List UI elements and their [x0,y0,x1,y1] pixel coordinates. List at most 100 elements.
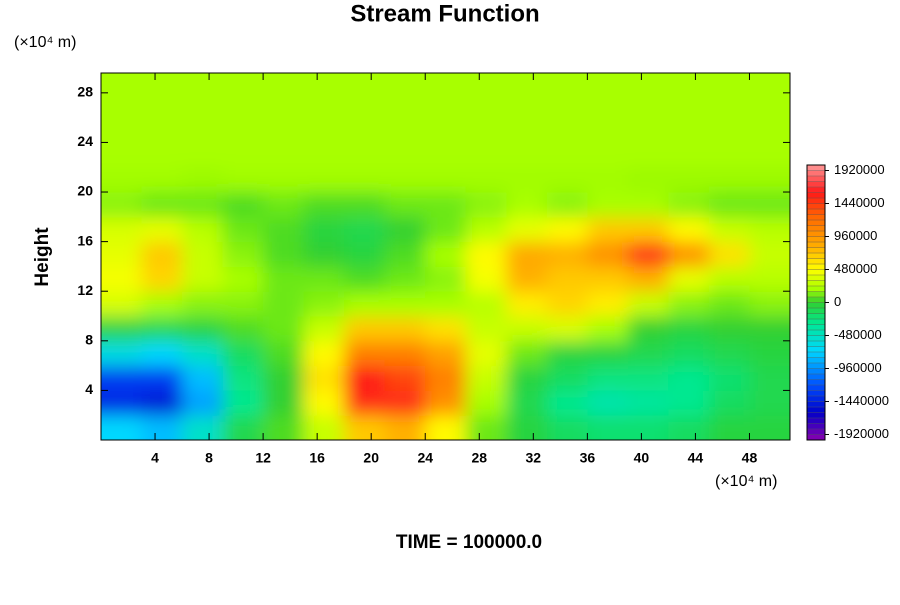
colorbar-band [807,209,825,215]
field-cell [384,266,426,292]
field-cell [384,316,426,342]
field-cell [749,390,790,416]
y-axis-label: Height [32,227,53,287]
field-cell [668,142,710,168]
colorbar-tick-label: 1920000 [834,162,885,177]
field-cell [222,92,264,119]
field-cell [182,142,224,168]
field-cell [668,192,710,218]
field-cell [506,365,548,391]
x-tick-label: 48 [742,450,758,466]
field-cell [344,73,386,94]
colorbar-band [807,423,825,430]
field-cell [101,73,143,94]
field-cell [465,167,507,193]
field-cell [749,216,790,243]
field-cell [222,390,264,416]
field-cell [182,192,224,218]
field-cell [587,291,629,317]
plot-frame [100,72,791,441]
y-tick-label: 8 [85,332,93,348]
colorbar-band [807,324,825,331]
field-cell [465,415,507,440]
field-cell [587,117,629,143]
field-cell [344,390,386,416]
colorbar-band [807,396,825,402]
field-cell [587,73,629,94]
field-cell [263,192,305,218]
field-cell [384,365,426,391]
field-cell [101,192,143,218]
colorbar-band [807,308,825,314]
field-cell [222,73,264,94]
field-cell [425,241,467,267]
field-cell [425,117,467,143]
colorbar-band [807,181,825,188]
y-tick-label: 20 [77,183,93,199]
field-cell [506,266,548,292]
colorbar-band [807,170,825,177]
colorbar-band [807,302,825,309]
field-cell [668,216,710,243]
field-cell [749,192,790,218]
field-cell [222,291,264,317]
field-cell [465,365,507,391]
field-cell [384,73,426,94]
x-tick-label: 4 [151,450,159,466]
field-cell [546,241,588,267]
field-cell [384,291,426,317]
field-cell [425,216,467,243]
field-cell [587,142,629,168]
field-cell [668,415,710,440]
field-cell [668,92,710,119]
y-tick-label: 4 [85,381,93,397]
field-cell [344,241,386,267]
field-cell [263,340,305,367]
field-cell [668,340,710,367]
field-cell [141,216,183,243]
field-cell [627,73,669,94]
field-cell [384,340,426,367]
field-cell [425,192,467,218]
field-cell [222,415,264,440]
colorbar-band [807,269,825,276]
colorbar-band [807,368,825,375]
colorbar-band [807,165,825,171]
field-cell [263,266,305,292]
colorbar-band [807,214,825,221]
x-tick-label: 12 [255,450,271,466]
field-cell [668,266,710,292]
field-cell [425,266,467,292]
footer-time: TIME = 100000.0 [396,532,542,553]
field-cell [546,216,588,243]
field-cell [425,365,467,391]
field-cell [384,167,426,193]
field-cell [141,92,183,119]
field-cell [425,415,467,440]
field-cell [708,266,750,292]
x-tick-label: 16 [309,450,325,466]
field-cell [506,316,548,342]
field-cell [587,266,629,292]
colorbar-band [807,192,825,199]
field-cell [222,117,264,143]
field-cell [587,92,629,119]
field-cell [546,266,588,292]
field-cell [425,73,467,94]
field-cell [222,167,264,193]
x-tick-label: 8 [205,450,213,466]
field-cell [344,291,386,317]
field-cell [141,73,183,94]
field-cell [708,241,750,267]
field-cell [587,415,629,440]
field-cell [546,192,588,218]
field-cell [506,241,548,267]
field-cell [101,316,143,342]
field-cell [546,365,588,391]
colorbar-tick-label: 480000 [834,261,877,276]
field-cell [627,415,669,440]
colorbar-band [807,198,825,204]
field-cell [303,216,345,243]
field-cell [465,142,507,168]
